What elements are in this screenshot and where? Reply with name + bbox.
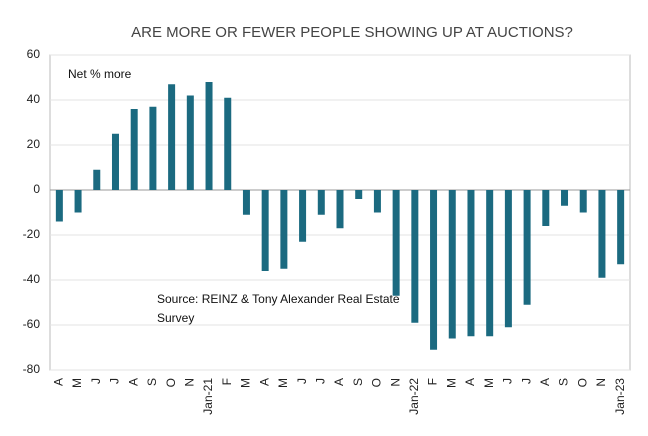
bar [261, 190, 269, 271]
bar [430, 190, 438, 350]
bar [242, 190, 250, 215]
bar [504, 190, 512, 328]
bar [74, 190, 82, 213]
bar [561, 190, 569, 206]
x-tick-label: J [519, 378, 533, 384]
x-tick-label: A [52, 378, 66, 386]
y-tick-label: 40 [27, 92, 41, 106]
y-tick-label: 20 [27, 137, 41, 151]
bar [355, 190, 363, 199]
bar [523, 190, 531, 305]
x-tick-label: J [89, 378, 103, 384]
y-tick-label: 0 [33, 182, 40, 196]
bar [617, 190, 625, 265]
bar [579, 190, 587, 213]
x-tick-label: A [463, 378, 477, 386]
x-tick-label: F [220, 378, 234, 385]
bar [392, 190, 400, 296]
bar [299, 190, 307, 242]
x-tick-label: M [276, 378, 290, 388]
bar [542, 190, 550, 226]
x-tick-label: A [538, 378, 552, 386]
x-tick-label: A [257, 378, 271, 386]
x-tick-label: M [444, 378, 458, 388]
x-tick-label: J [501, 378, 515, 384]
x-tick-label: O [370, 378, 384, 387]
y-tick-label: -80 [23, 362, 41, 376]
y-tick-label: -60 [23, 317, 41, 331]
bar [317, 190, 325, 215]
bar [373, 190, 381, 213]
bar [280, 190, 288, 269]
x-tick-label: A [332, 378, 346, 386]
bar [93, 169, 101, 190]
y-tick-label: -20 [23, 227, 41, 241]
y-tick-label: 60 [27, 47, 41, 61]
x-tick-label: J [295, 378, 309, 384]
bar [336, 190, 344, 229]
x-tick-label: S [557, 378, 571, 386]
source-note: Source: REINZ & Tony Alexander Real Esta… [157, 292, 400, 325]
x-tick-label: M [70, 378, 84, 388]
bar [186, 95, 194, 190]
x-tick-label: O [164, 378, 178, 387]
bar [55, 190, 63, 222]
bar [467, 190, 475, 337]
bar [168, 84, 176, 190]
x-tick-label: S [145, 378, 159, 386]
bar [598, 190, 606, 278]
x-tick-label: O [575, 378, 589, 387]
y-axis-note: Net % more [68, 67, 132, 81]
bar [205, 82, 213, 190]
bar [448, 190, 456, 339]
bar [224, 97, 232, 190]
bar [111, 133, 119, 190]
x-tick-label: F [426, 378, 440, 385]
x-tick-label: J [108, 378, 122, 384]
y-tick-label: -40 [23, 272, 41, 286]
x-tick-label: A [126, 378, 140, 386]
x-tick-label: N [182, 378, 196, 387]
x-tick-label: N [594, 378, 608, 387]
chart-title: ARE MORE OR FEWER PEOPLE SHOWING UP AT A… [131, 24, 573, 41]
x-tick-label: M [482, 378, 496, 388]
bar [130, 109, 138, 190]
bar [149, 106, 157, 190]
x-tick-label: Jan-21 [201, 378, 215, 415]
x-tick-label: J [313, 378, 327, 384]
bar [411, 190, 419, 323]
x-tick-label: S [351, 378, 365, 386]
x-tick-label: Jan-22 [407, 378, 421, 415]
x-tick-label: M [239, 378, 253, 388]
bar [486, 190, 494, 337]
x-tick-label: Jan-23 [613, 378, 627, 415]
x-tick-label: N [388, 378, 402, 387]
